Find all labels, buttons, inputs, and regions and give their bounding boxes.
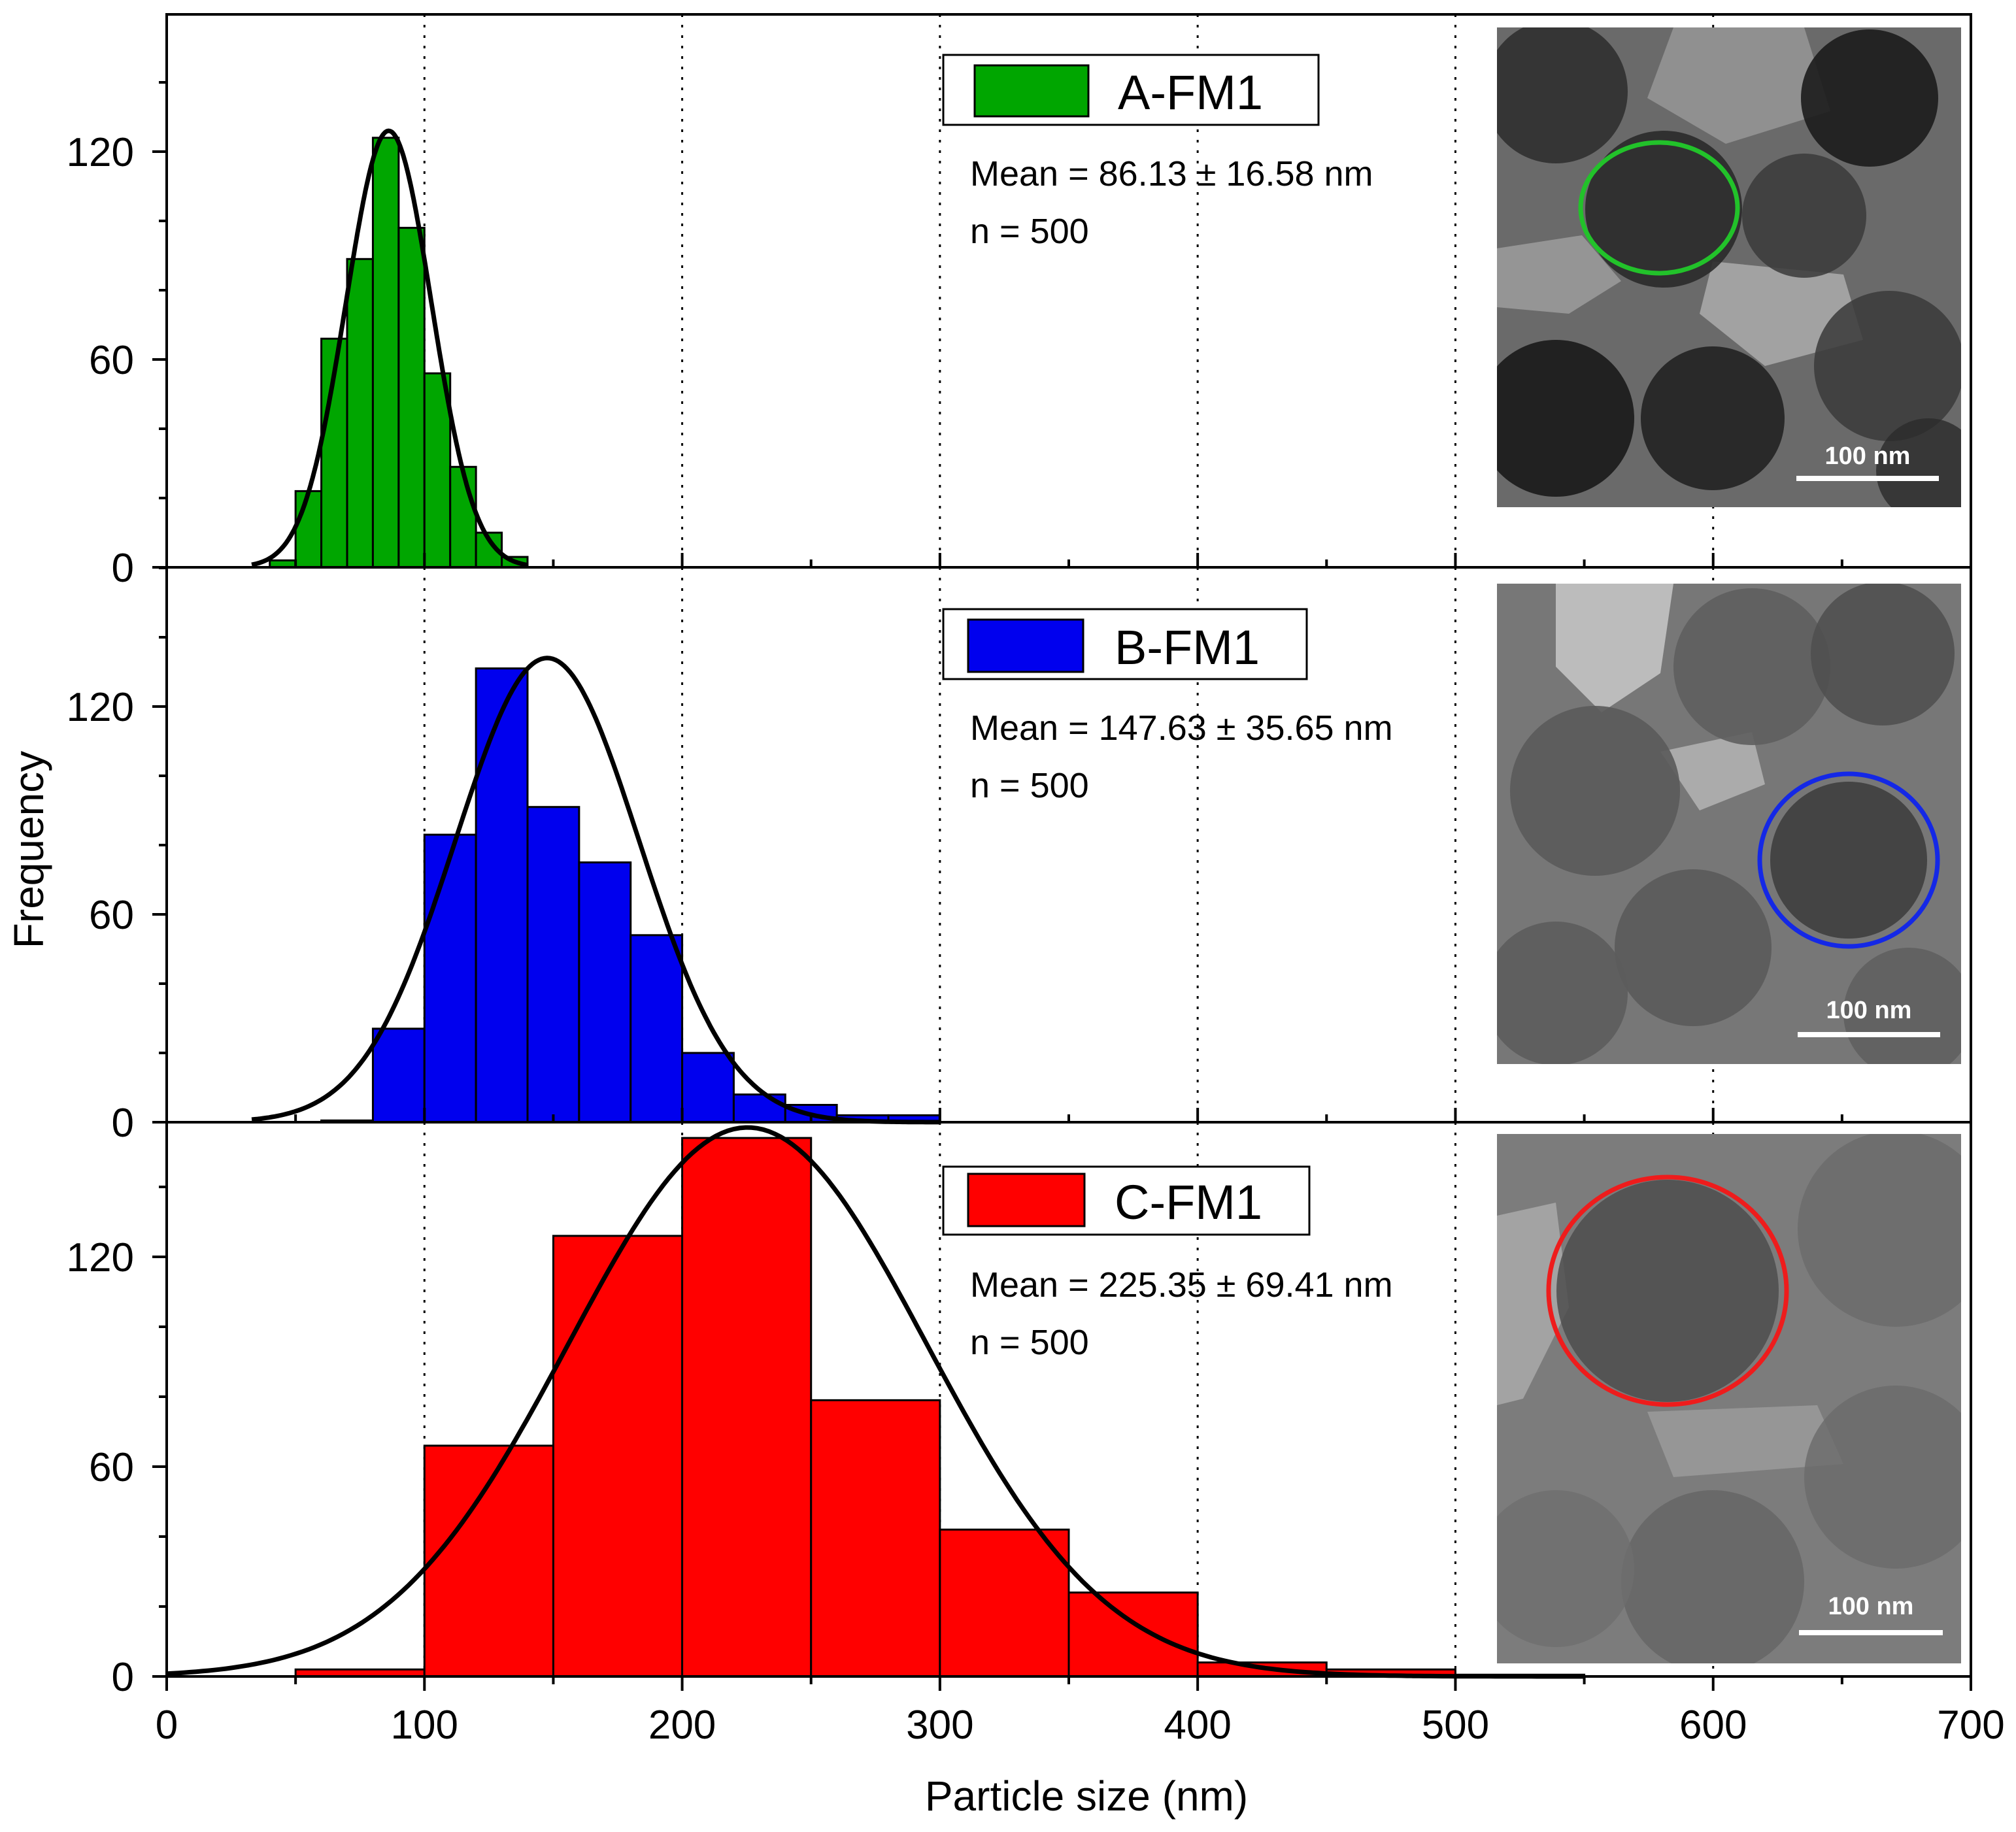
n-annotation-c: n = 500 bbox=[970, 1323, 1089, 1362]
y-axis-title: Frequency bbox=[5, 751, 52, 948]
y-tick-label-c-120: 120 bbox=[67, 1235, 134, 1280]
x-axis-title: Particle size (nm) bbox=[925, 1773, 1248, 1820]
legend-swatch-c bbox=[967, 1173, 1086, 1227]
bar-b-5 bbox=[578, 861, 632, 1124]
highlight-circle-b bbox=[1757, 771, 1940, 949]
bar-a-6 bbox=[423, 372, 452, 569]
bar-a-4 bbox=[371, 137, 400, 569]
legend-swatch-a bbox=[973, 64, 1090, 118]
y-tick-label-b-0: 0 bbox=[112, 1101, 134, 1146]
x-tick-label-200: 200 bbox=[648, 1703, 716, 1748]
highlight-circle-c bbox=[1546, 1174, 1789, 1407]
x-tick-label-600: 600 bbox=[1679, 1703, 1747, 1748]
legend-c: C-FM1 bbox=[942, 1165, 1311, 1236]
tem-image-a: 100 nm bbox=[1497, 27, 1961, 507]
tem-image-b: 100 nm bbox=[1497, 584, 1961, 1064]
histogram-bars bbox=[269, 137, 1586, 1678]
x-tick-label-500: 500 bbox=[1422, 1703, 1489, 1748]
bar-b-6 bbox=[630, 934, 684, 1124]
y-tick-label-c-0: 0 bbox=[112, 1655, 134, 1700]
y-tick-label-c-60: 60 bbox=[89, 1445, 134, 1490]
x-tick-label-400: 400 bbox=[1164, 1703, 1231, 1748]
x-tick-label-0: 0 bbox=[156, 1703, 178, 1748]
bar-a-7 bbox=[449, 465, 477, 569]
bar-a-3 bbox=[346, 258, 374, 569]
bar-c-4 bbox=[810, 1399, 941, 1678]
x-tick-label-300: 300 bbox=[906, 1703, 973, 1748]
legend-swatch-b bbox=[967, 618, 1084, 673]
legend-a: A-FM1 bbox=[942, 54, 1320, 126]
mean-annotation-c: Mean = 225.35 ± 69.41 nm bbox=[970, 1265, 1393, 1305]
y-tick-label-a-60: 60 bbox=[89, 338, 134, 383]
legend-label-c: C-FM1 bbox=[1115, 1175, 1262, 1229]
bar-b-7 bbox=[681, 1052, 735, 1124]
bar-c-3 bbox=[681, 1137, 813, 1678]
gaussian-fits bbox=[166, 128, 1585, 1679]
tem-image-c: 100 nm bbox=[1497, 1134, 1961, 1663]
fit-curve-b bbox=[251, 656, 940, 1125]
x-tick-label-100: 100 bbox=[391, 1703, 458, 1748]
bar-b-8 bbox=[732, 1093, 786, 1124]
y-tick-label-a-120: 120 bbox=[67, 130, 134, 175]
mean-annotation-b: Mean = 147.63 ± 35.65 nm bbox=[970, 708, 1393, 748]
x-tick-label-700: 700 bbox=[1937, 1703, 2004, 1748]
y-tick-label-a-0: 0 bbox=[112, 546, 134, 591]
bar-c-2 bbox=[552, 1235, 684, 1678]
bar-b-1 bbox=[371, 1027, 426, 1124]
mean-annotation-a: Mean = 86.13 ± 16.58 nm bbox=[970, 154, 1373, 193]
scale-label-c: 100 nm bbox=[1828, 1593, 1914, 1620]
n-annotation-b: n = 500 bbox=[970, 766, 1089, 805]
axes: 0 60 120 0 60 120 0 60 120 0 100 200 300 400 500 600 700 bbox=[67, 13, 2005, 1748]
legend-label-a: A-FM1 bbox=[1118, 65, 1263, 120]
scale-label-a: 100 nm bbox=[1825, 442, 1911, 470]
bar-b-2 bbox=[423, 833, 477, 1124]
bar-b-3 bbox=[475, 667, 529, 1124]
bar-c-5 bbox=[939, 1528, 1070, 1678]
y-tick-label-b-60: 60 bbox=[89, 893, 134, 938]
bar-a-5 bbox=[397, 227, 426, 569]
y-tick-label-b-120: 120 bbox=[67, 685, 134, 730]
bar-a-1 bbox=[294, 490, 323, 569]
bar-b-4 bbox=[526, 806, 580, 1124]
legend-label-b: B-FM1 bbox=[1115, 620, 1260, 675]
legend-b: B-FM1 bbox=[942, 608, 1308, 680]
highlight-circle-a bbox=[1578, 140, 1740, 276]
scale-label-b: 100 nm bbox=[1826, 997, 1912, 1024]
bar-c-6 bbox=[1067, 1591, 1199, 1678]
fit-curve-c bbox=[166, 1125, 1585, 1679]
fit-curve-a bbox=[251, 128, 528, 568]
n-annotation-a: n = 500 bbox=[970, 212, 1089, 251]
